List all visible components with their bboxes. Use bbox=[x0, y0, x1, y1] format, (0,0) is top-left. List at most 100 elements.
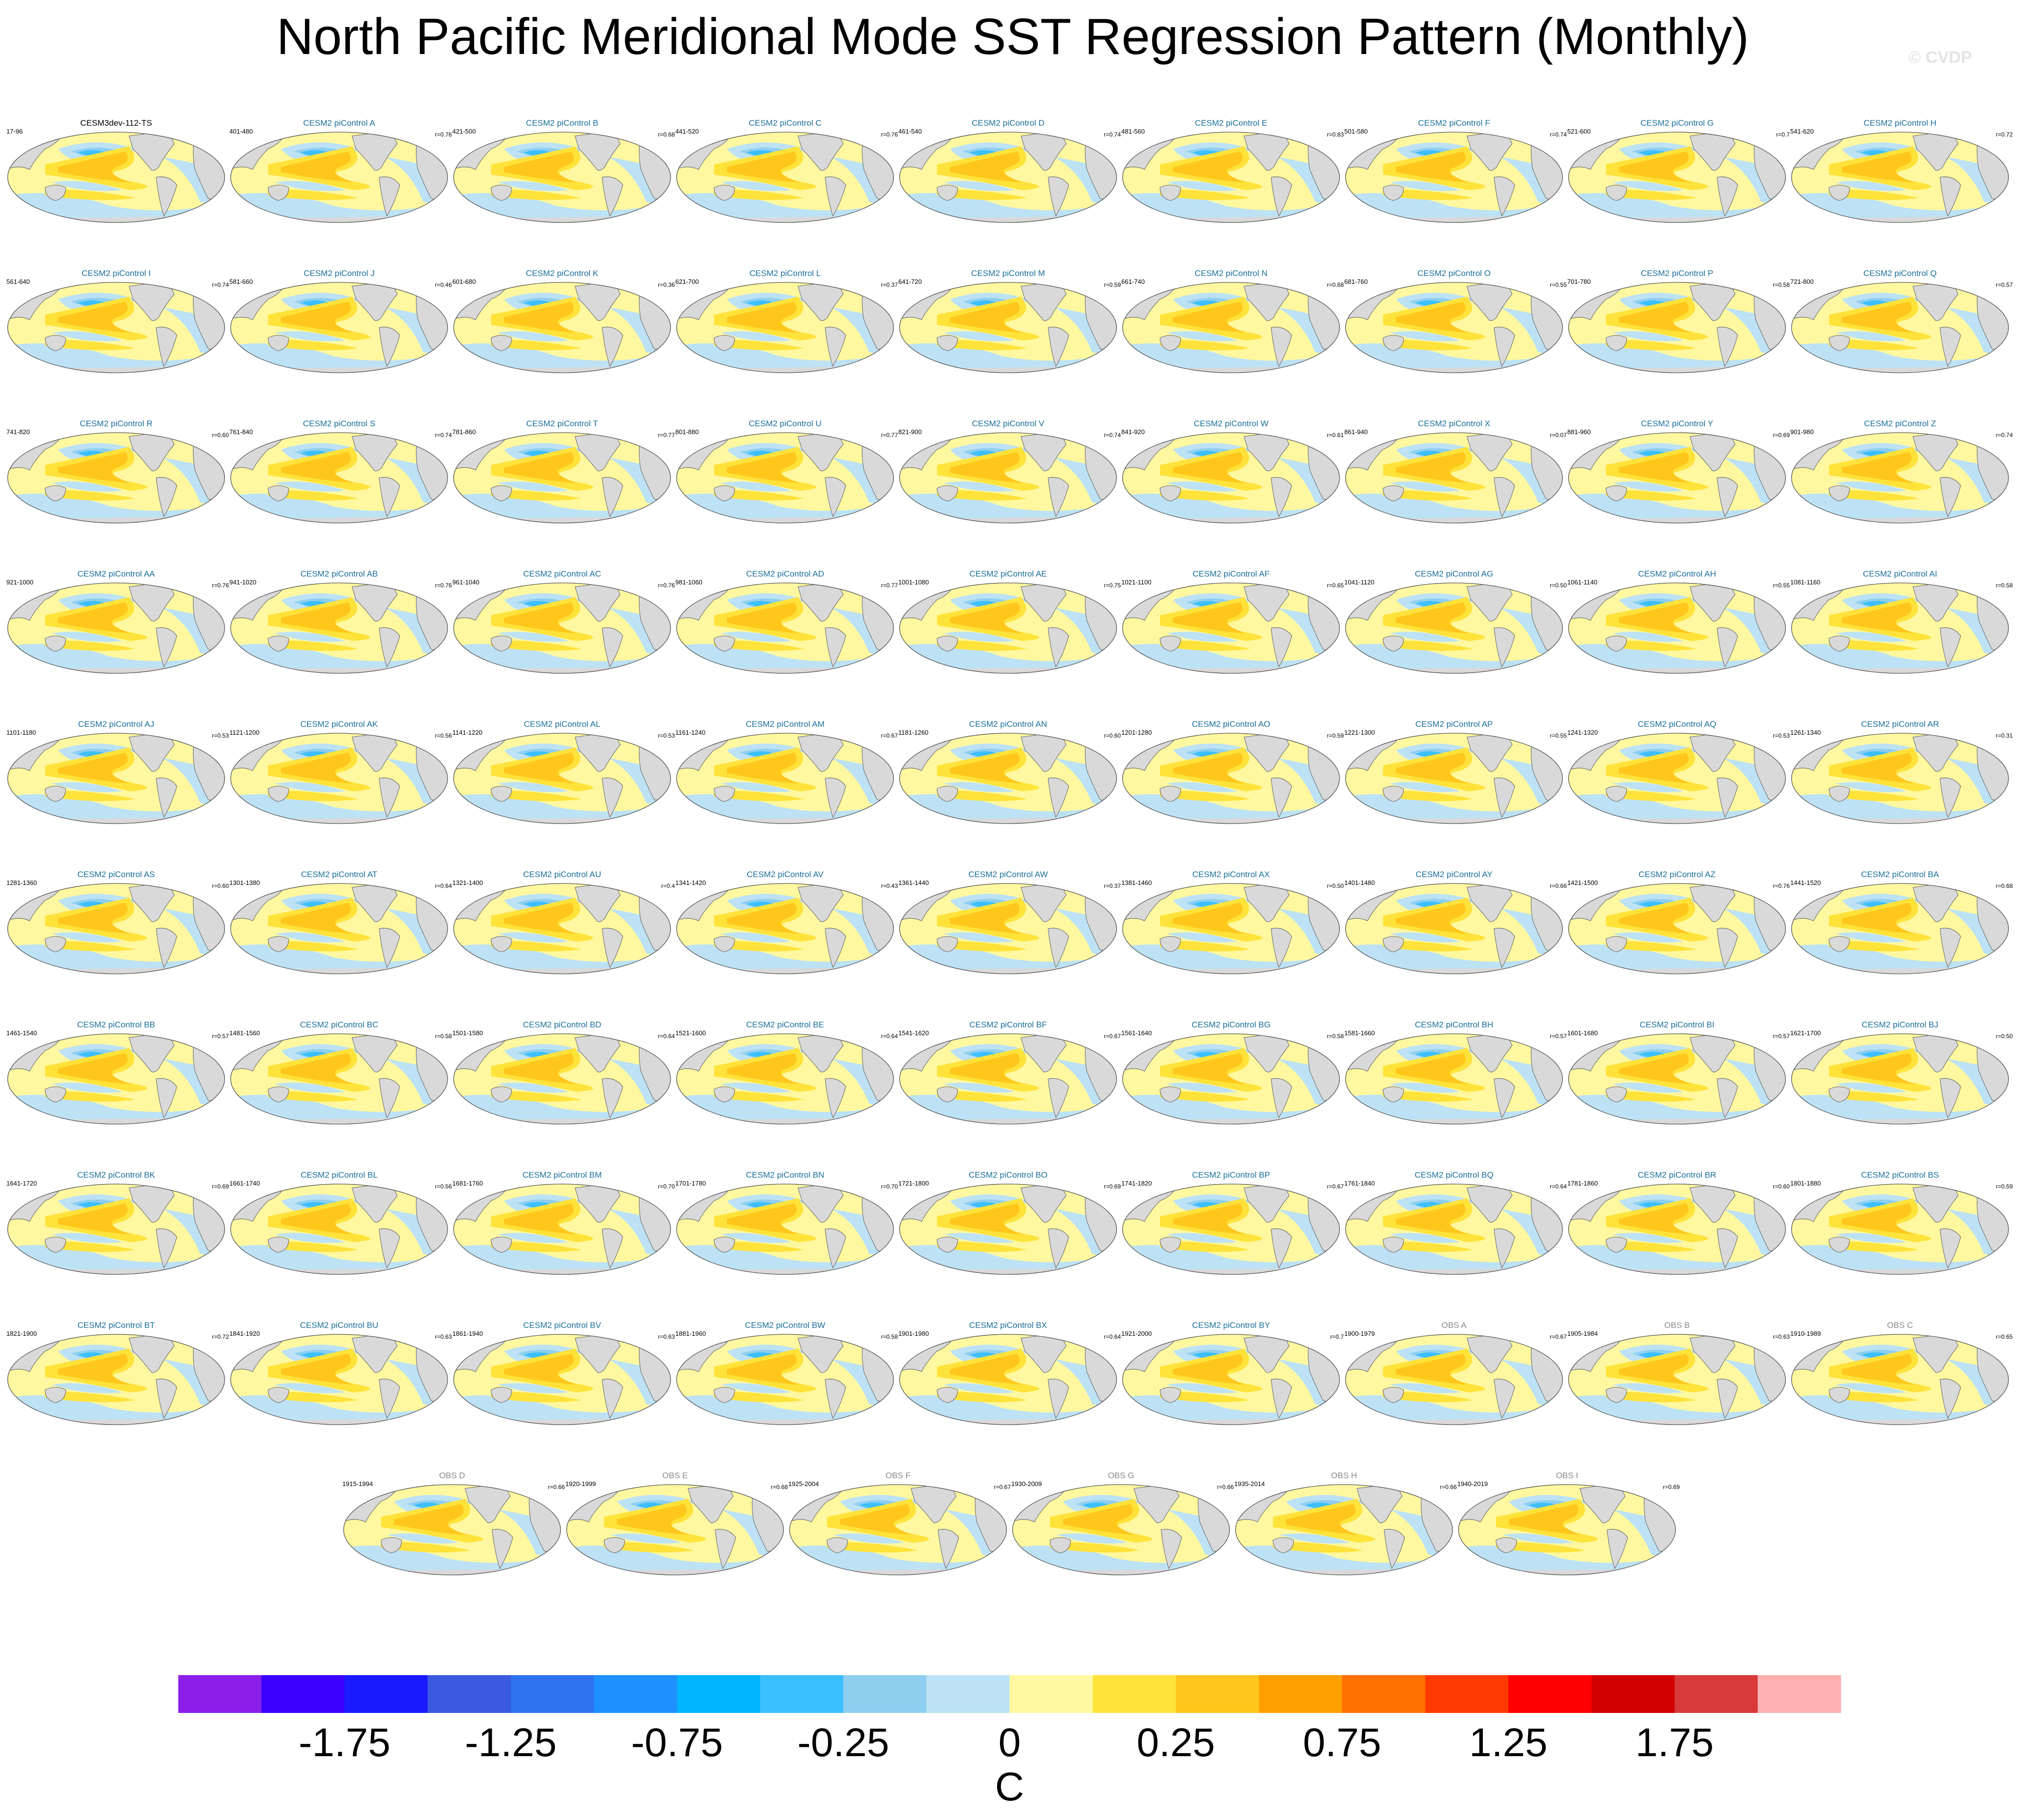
panel-title: CESM2 piControl BE bbox=[746, 1020, 824, 1029]
panel-title: CESM2 piControl AL bbox=[524, 719, 601, 729]
panel: CESM2 piControl AM 1161-1240 r=0.67 bbox=[675, 719, 898, 825]
panel: CESM2 piControl AL 1141-1220 r=0.53 bbox=[452, 719, 675, 825]
panel: CESM2 piControl BX 1901-1980 r=0.64 bbox=[898, 1321, 1121, 1426]
panel-years: 1801-1880 bbox=[1790, 1180, 1821, 1187]
panel-correlation: r=0.43 bbox=[881, 882, 898, 889]
map bbox=[675, 581, 895, 674]
panel: CESM2 piControl V 821-900 r=0.74 bbox=[898, 419, 1121, 524]
panel-correlation: r=0.31 bbox=[1996, 732, 2013, 739]
panel-years: 1621-1700 bbox=[1790, 1029, 1821, 1037]
panel-correlation: r=0.76 bbox=[1773, 882, 1790, 889]
map bbox=[1344, 1032, 1564, 1125]
panel-correlation: r=0.50 bbox=[1327, 882, 1344, 889]
panel-years: 1821-1900 bbox=[6, 1330, 37, 1337]
panel-correlation: r=0.74 bbox=[1550, 131, 1567, 138]
panel-title: CESM2 piControl AF bbox=[1193, 569, 1270, 579]
panel: CESM2 piControl AD 981-1060 r=0.77 bbox=[675, 569, 898, 675]
panel-correlation: r=0.56 bbox=[435, 732, 452, 739]
panel: CESM2 piControl T 781-860 r=0.77 bbox=[452, 419, 675, 524]
panel-title: CESM2 piControl AM bbox=[746, 719, 825, 729]
panel: CESM2 piControl BA 1441-1520 r=0.68 bbox=[1790, 870, 2013, 975]
map bbox=[1790, 1183, 2010, 1275]
panel-title: CESM2 piControl BS bbox=[1861, 1170, 1939, 1180]
colorbar-box bbox=[1342, 1675, 1426, 1713]
panel-correlation: r=0.66 bbox=[1550, 882, 1567, 889]
panel: CESM2 piControl BJ 1621-1700 r=0.50 bbox=[1790, 1020, 2013, 1126]
panel-years: 1641-1720 bbox=[6, 1180, 37, 1187]
panel-correlation: r=0.58 bbox=[1773, 281, 1790, 288]
panel-correlation: r=0.69 bbox=[1104, 1183, 1121, 1190]
figure-title: North Pacific Meridional Mode SST Regres… bbox=[277, 8, 1749, 65]
map bbox=[675, 1333, 895, 1426]
panel-title: CESM2 piControl AG bbox=[1415, 569, 1494, 579]
map bbox=[1567, 882, 1787, 975]
panel: CESM2 piControl AI 1081-1160 r=0.58 bbox=[1790, 569, 2013, 675]
map bbox=[1344, 1183, 1564, 1275]
panel: CESM2 piControl O 681-760 r=0.55 bbox=[1344, 269, 1567, 374]
panel: CESM2 piControl AJ 1101-1180 r=0.53 bbox=[6, 719, 229, 825]
panel-years: 1905-1984 bbox=[1567, 1330, 1598, 1337]
map bbox=[898, 882, 1118, 975]
colorbar-box bbox=[261, 1675, 345, 1713]
panel-years: 1421-1500 bbox=[1567, 879, 1598, 886]
panel-years: 1940-2019 bbox=[1457, 1480, 1488, 1488]
panel-title: OBS C bbox=[1887, 1321, 1913, 1330]
panel-years: 1081-1160 bbox=[1790, 579, 1820, 586]
panel-correlation: r=0.56 bbox=[435, 1183, 452, 1190]
panel-correlation: r=0.69 bbox=[1773, 432, 1790, 439]
panel: CESM2 piControl P 701-780 r=0.58 bbox=[1567, 269, 1790, 374]
panel-correlation: r=0.58 bbox=[435, 1033, 452, 1040]
panel-title: CESM2 piControl AD bbox=[746, 569, 824, 579]
panel: CESM2 piControl BK 1641-1720 r=0.69 bbox=[6, 1170, 229, 1276]
panel-years: 601-680 bbox=[452, 278, 476, 285]
panel-years: 1161-1240 bbox=[675, 729, 705, 736]
panel: CESM2 piControl Z 901-980 r=0.74 bbox=[1790, 419, 2013, 524]
panel-years: 1401-1480 bbox=[1344, 879, 1375, 886]
map bbox=[229, 1183, 449, 1275]
panel-correlation: r=0.55 bbox=[1773, 582, 1790, 589]
watermark: © CVDP bbox=[1909, 48, 1972, 67]
map bbox=[788, 1483, 1008, 1576]
panel-correlation: r=0.46 bbox=[435, 281, 452, 288]
colorbar-box bbox=[1508, 1675, 1592, 1713]
panel-years: 681-760 bbox=[1344, 278, 1368, 285]
panel-correlation: r=0.58 bbox=[1996, 582, 2013, 589]
panel-title: CESM2 piControl E bbox=[1195, 118, 1267, 128]
panel-title: CESM2 piControl AV bbox=[747, 870, 824, 879]
panel-title: CESM2 piControl AC bbox=[523, 569, 601, 579]
map bbox=[1457, 1483, 1677, 1576]
map bbox=[452, 1333, 672, 1426]
panel-title: CESM2 piControl BJ bbox=[1862, 1020, 1939, 1029]
panel: CESM2 piControl BS 1801-1880 r=0.59 bbox=[1790, 1170, 2013, 1276]
panel-years: 1581-1660 bbox=[1344, 1029, 1375, 1037]
panel-correlation: r=0.58 bbox=[881, 1333, 898, 1340]
map bbox=[6, 431, 226, 524]
panel-years: 1901-1980 bbox=[898, 1330, 929, 1337]
panel: OBS I 1940-2019 r=0.69 bbox=[1457, 1471, 1680, 1576]
panel-title: CESM2 piControl AA bbox=[78, 569, 155, 579]
colorbar-label: -1.75 bbox=[299, 1720, 390, 1765]
panel-correlation: r=0.65 bbox=[1996, 1333, 2013, 1340]
colorbar-box bbox=[1425, 1675, 1509, 1713]
map bbox=[675, 431, 895, 524]
panel-title: CESM2 piControl BQ bbox=[1415, 1170, 1494, 1180]
panel-years: 1001-1080 bbox=[898, 579, 929, 586]
map bbox=[229, 1032, 449, 1125]
panel: CESM2 piControl BN 1701-1780 r=0.70 bbox=[675, 1170, 898, 1276]
panel: CESM2 piControl U 801-880 r=0.77 bbox=[675, 419, 898, 524]
panel-title: CESM2 piControl AT bbox=[301, 870, 378, 879]
panel-years: 721-800 bbox=[1790, 278, 1814, 285]
map bbox=[1790, 882, 2010, 975]
panel-title: CESM2 piControl T bbox=[526, 419, 598, 428]
panel-years: 1121-1200 bbox=[229, 729, 259, 736]
panel: CESM2 piControl D 461-540 r=0.74 bbox=[898, 118, 1121, 224]
map bbox=[229, 732, 449, 825]
panel: CESM2 piControl AK 1121-1200 r=0.56 bbox=[229, 719, 452, 825]
panel-years: 401-480 bbox=[229, 128, 253, 135]
map bbox=[675, 732, 895, 825]
map bbox=[1344, 1333, 1564, 1426]
panel-title: CESM2 piControl B bbox=[526, 118, 598, 128]
panel: CESM2 piControl BB 1461-1540 r=0.57 bbox=[6, 1020, 229, 1126]
map bbox=[1121, 1183, 1341, 1275]
map bbox=[6, 581, 226, 674]
